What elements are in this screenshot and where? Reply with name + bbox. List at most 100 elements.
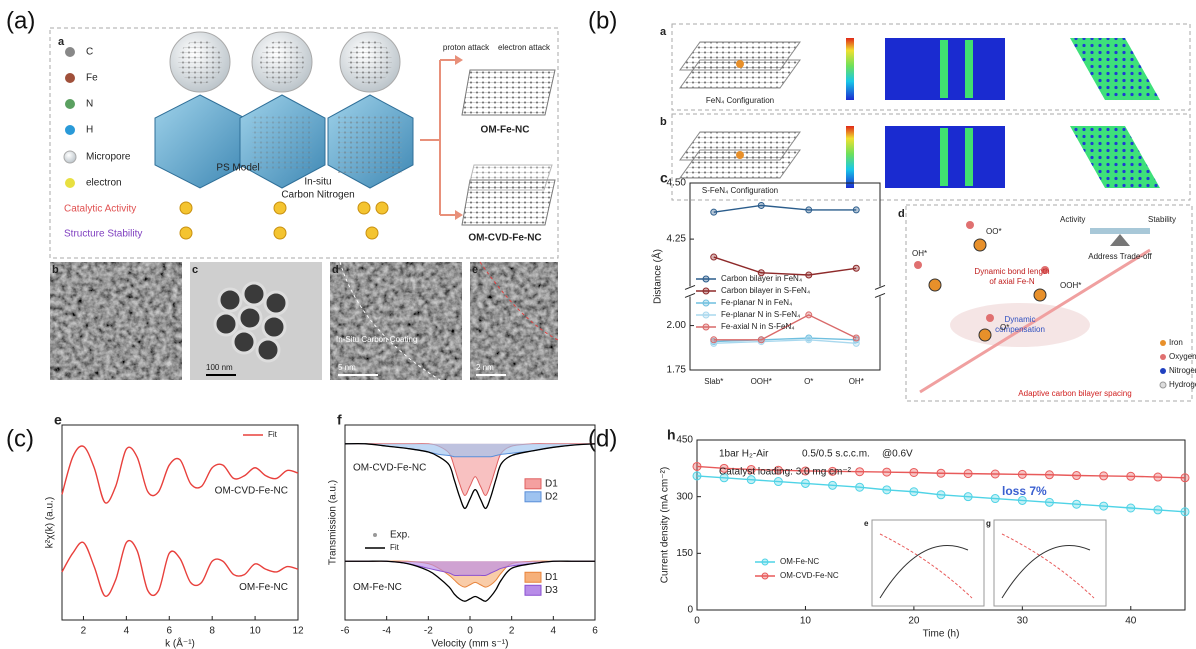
- legend-label: N: [86, 99, 93, 110]
- sub-label: h: [667, 427, 676, 443]
- legend-label: electron: [86, 178, 122, 189]
- axis-break: [877, 286, 883, 297]
- scheme-legend: Hydrogen: [1169, 380, 1196, 389]
- x-tick-label: 4: [551, 626, 557, 637]
- x-tick-label: 12: [292, 626, 304, 637]
- series-line: [696, 475, 1186, 513]
- scheme-note: Adaptive carbon bilayer spacing: [1018, 389, 1131, 398]
- legend-label: D3: [545, 585, 558, 596]
- legend-marker: [702, 275, 710, 283]
- data-point: [828, 466, 838, 476]
- legend-swatch: [524, 584, 542, 596]
- data-point: [1126, 471, 1136, 481]
- x-axis-title: Time (h): [923, 629, 960, 640]
- x-tick-label: 0: [467, 626, 473, 637]
- data-point: [1099, 501, 1109, 511]
- x-tick-label: Slab*: [704, 377, 723, 386]
- y-tick-label: 300: [676, 491, 693, 502]
- data-point: [909, 467, 919, 477]
- scheme-note: compensation: [995, 325, 1045, 334]
- sub-label: a: [58, 36, 65, 48]
- plot-frame: [689, 182, 881, 371]
- x-tick-label: 2: [509, 626, 515, 637]
- data-point: [963, 492, 973, 502]
- step-label: In-situ: [304, 177, 331, 188]
- legend-label: Exp.: [390, 530, 410, 541]
- species-label: OOH*: [1060, 281, 1081, 290]
- legend-swatch: [524, 571, 542, 583]
- scheme-note: Dynamic bond length: [974, 267, 1049, 276]
- legend-label: OM-Fe-NC: [780, 557, 819, 566]
- data-point: [1017, 469, 1027, 479]
- series-line: [713, 337, 857, 343]
- inset: [993, 519, 1107, 607]
- data-point: [1153, 505, 1163, 515]
- axis-break: [687, 286, 693, 297]
- x-tick-label: 0: [694, 616, 700, 627]
- axis-break: [684, 292, 696, 298]
- data-point: [1180, 473, 1190, 483]
- x-tick-label: OH*: [849, 377, 864, 386]
- series-line: [344, 442, 596, 510]
- annotation: loss 7%: [1002, 484, 1047, 498]
- data-point: [1072, 499, 1082, 509]
- inset-curve: [1001, 545, 1091, 599]
- x-axis-title: Velocity (mm s⁻¹): [432, 639, 509, 649]
- x-axis-title: k (Å⁻¹): [165, 637, 195, 649]
- curve-label: OM-CVD-Fe-NC: [215, 486, 288, 497]
- scheme-legend: Iron: [1169, 338, 1183, 347]
- panel-label: (a): [6, 7, 35, 34]
- legend-label: Micropore: [86, 152, 131, 163]
- legend-label: Fit: [268, 430, 278, 439]
- data-point: [909, 487, 919, 497]
- sub-label: c: [192, 264, 198, 276]
- data-point: [852, 339, 860, 347]
- data-point: [719, 473, 729, 483]
- legend-label: Fe-axial N in S-FeN₄: [721, 322, 795, 331]
- data-point: [757, 201, 765, 209]
- data-point: [852, 206, 860, 214]
- data-point: [936, 468, 946, 478]
- inset-curve: [879, 533, 973, 599]
- legend-label: C: [86, 47, 93, 58]
- annotation: Catalyst loading: 3.0 mg cm⁻²: [719, 467, 852, 478]
- config-label: S-FeN₄ Configuration: [702, 186, 778, 195]
- data-point: [1044, 497, 1054, 507]
- legend-label: Fe-planar N in FeN₄: [721, 298, 792, 307]
- scheme-legend: Nitrogen: [1169, 366, 1196, 375]
- scheme-note: Dynamic: [1004, 315, 1035, 324]
- legend-label: H: [86, 125, 93, 136]
- sub-label: d: [332, 264, 339, 276]
- axis-break: [874, 284, 886, 290]
- y-axis-title: Distance (Å): [651, 249, 664, 304]
- spectrum-label: OM-CVD-Fe-NC: [353, 462, 426, 473]
- x-tick-label: 4: [124, 626, 130, 637]
- product-label: OM-CVD-Fe-NC: [468, 233, 541, 244]
- x-tick-label: 10: [800, 616, 812, 627]
- data-point: [1153, 472, 1163, 482]
- scheme-label: Stability: [1148, 215, 1176, 224]
- legend-marker: [761, 572, 769, 580]
- data-point: [800, 466, 810, 476]
- legend-marker: [373, 533, 377, 537]
- legend-swatch: [524, 491, 542, 503]
- data-point: [852, 264, 860, 272]
- schematic-a: a C Fe N H Micropore electron PS Model I…: [49, 27, 559, 259]
- data-point: [805, 271, 813, 279]
- data-point: [882, 485, 892, 495]
- sub-label: d: [898, 208, 905, 220]
- data-point: [805, 311, 813, 319]
- y-tick-label: 0: [687, 605, 693, 616]
- series-line: [345, 560, 595, 602]
- data-point: [882, 467, 892, 477]
- data-point: [692, 471, 702, 481]
- data-point: [1044, 470, 1054, 480]
- x-tick-label: 6: [166, 626, 172, 637]
- y-axis-title: k²χ(k) (a.u.): [45, 497, 56, 548]
- data-point: [1126, 503, 1136, 513]
- x-tick-label: 30: [1017, 616, 1029, 627]
- data-point: [936, 490, 946, 500]
- y-tick-label: 150: [676, 548, 693, 559]
- property-label: Structure Stability: [64, 229, 142, 240]
- data-point: [855, 482, 865, 492]
